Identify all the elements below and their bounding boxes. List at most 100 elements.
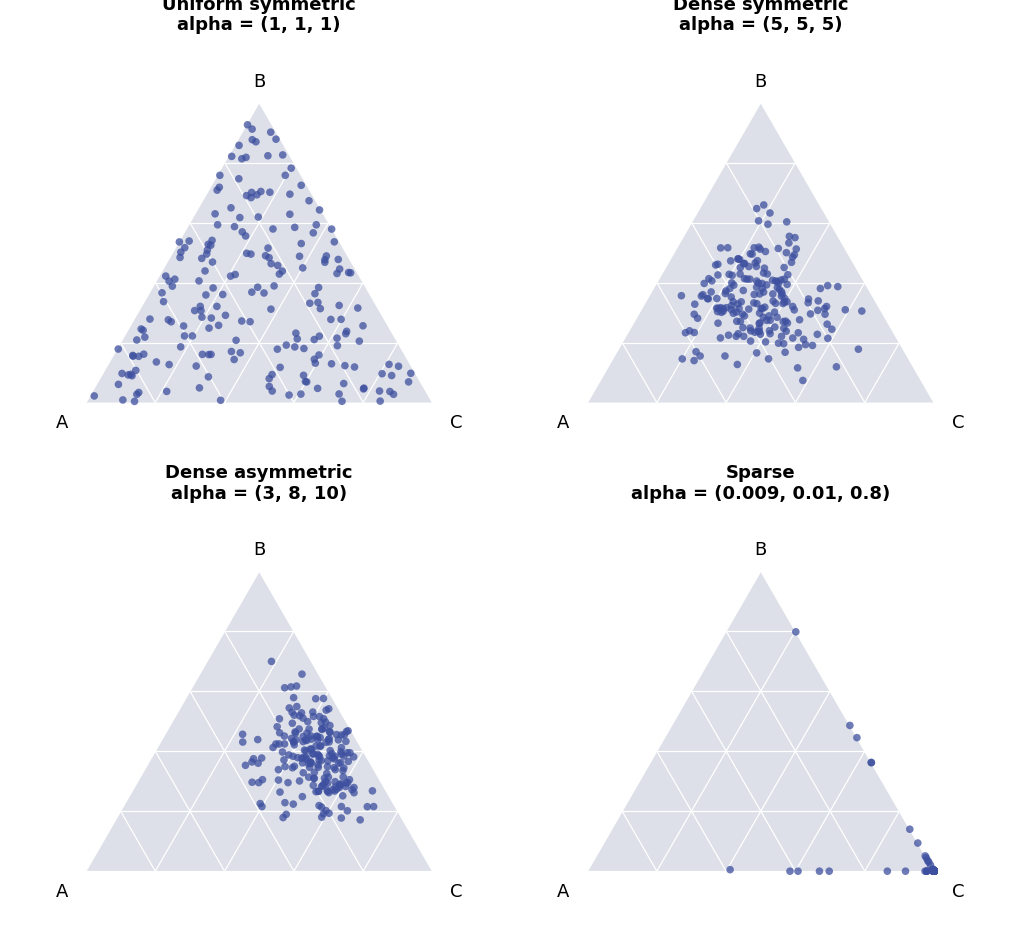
Point [317, 714, 333, 729]
Point [848, 730, 864, 745]
Point [743, 247, 759, 262]
Point [925, 864, 942, 879]
Point [371, 384, 387, 399]
Point [282, 679, 299, 694]
Point [925, 864, 942, 879]
Point [294, 765, 311, 780]
Point [339, 724, 356, 739]
Point [305, 746, 321, 761]
Point [311, 328, 327, 343]
Point [338, 745, 355, 760]
Point [925, 864, 942, 879]
Point [234, 735, 251, 750]
Point [267, 737, 283, 752]
Point [755, 261, 771, 276]
Point [709, 315, 726, 330]
Point [285, 690, 302, 705]
Point [925, 864, 942, 879]
Point [209, 217, 225, 232]
Point [337, 327, 354, 342]
Point [276, 737, 292, 752]
Point [742, 333, 758, 348]
Point [372, 393, 388, 408]
Point [300, 714, 316, 729]
Point [222, 268, 238, 283]
Point [172, 250, 189, 265]
Point [324, 782, 340, 797]
Point [314, 778, 330, 793]
Point [260, 241, 276, 256]
Point [925, 864, 942, 879]
Point [154, 285, 170, 300]
Point [291, 709, 308, 724]
Point [301, 193, 317, 208]
Point [161, 274, 177, 289]
Point [810, 864, 826, 879]
Point [924, 864, 941, 879]
Point [276, 680, 292, 695]
Point [925, 864, 942, 879]
Point [925, 864, 942, 879]
Point [817, 299, 834, 314]
Point [318, 766, 334, 781]
Point [312, 730, 328, 745]
Point [350, 300, 366, 315]
Point [339, 804, 356, 819]
Point [148, 355, 164, 370]
Point [244, 284, 260, 299]
Point [123, 368, 140, 383]
Point [925, 864, 942, 879]
Point [766, 295, 783, 311]
Point [924, 862, 941, 877]
Point [925, 864, 942, 879]
Point [925, 864, 942, 879]
Point [314, 722, 330, 737]
Point [732, 314, 748, 329]
Point [779, 315, 795, 330]
Point [925, 864, 942, 879]
Text: C: C [450, 883, 463, 901]
Point [925, 864, 942, 879]
Point [364, 783, 380, 798]
Point [925, 864, 942, 879]
Point [160, 312, 176, 327]
Point [718, 240, 735, 255]
Point [341, 745, 358, 760]
Point [244, 121, 260, 136]
Point [748, 279, 764, 295]
Point [750, 321, 766, 336]
Point [351, 334, 367, 349]
Point [725, 306, 741, 321]
Point [254, 773, 270, 788]
Point [783, 255, 799, 270]
Point [302, 295, 318, 311]
Point [925, 864, 942, 879]
Point [172, 340, 189, 355]
Point [730, 327, 746, 342]
Point [293, 751, 310, 766]
Point [925, 864, 942, 879]
Point [211, 180, 227, 195]
Point [230, 171, 247, 186]
Point [721, 862, 738, 877]
Point [254, 799, 270, 814]
Point [227, 267, 244, 282]
Point [686, 296, 702, 311]
Point [925, 864, 942, 879]
Point [925, 864, 942, 879]
Point [308, 739, 324, 754]
Point [337, 734, 354, 749]
Text: B: B [253, 72, 265, 90]
Point [327, 762, 343, 777]
Point [925, 864, 942, 879]
Point [313, 753, 329, 768]
Point [925, 864, 942, 879]
Point [333, 810, 350, 825]
Point [199, 243, 215, 258]
Point [278, 806, 294, 821]
Point [779, 295, 795, 310]
Point [237, 229, 254, 244]
Point [266, 279, 282, 294]
Point [717, 300, 734, 315]
Point [925, 864, 942, 879]
